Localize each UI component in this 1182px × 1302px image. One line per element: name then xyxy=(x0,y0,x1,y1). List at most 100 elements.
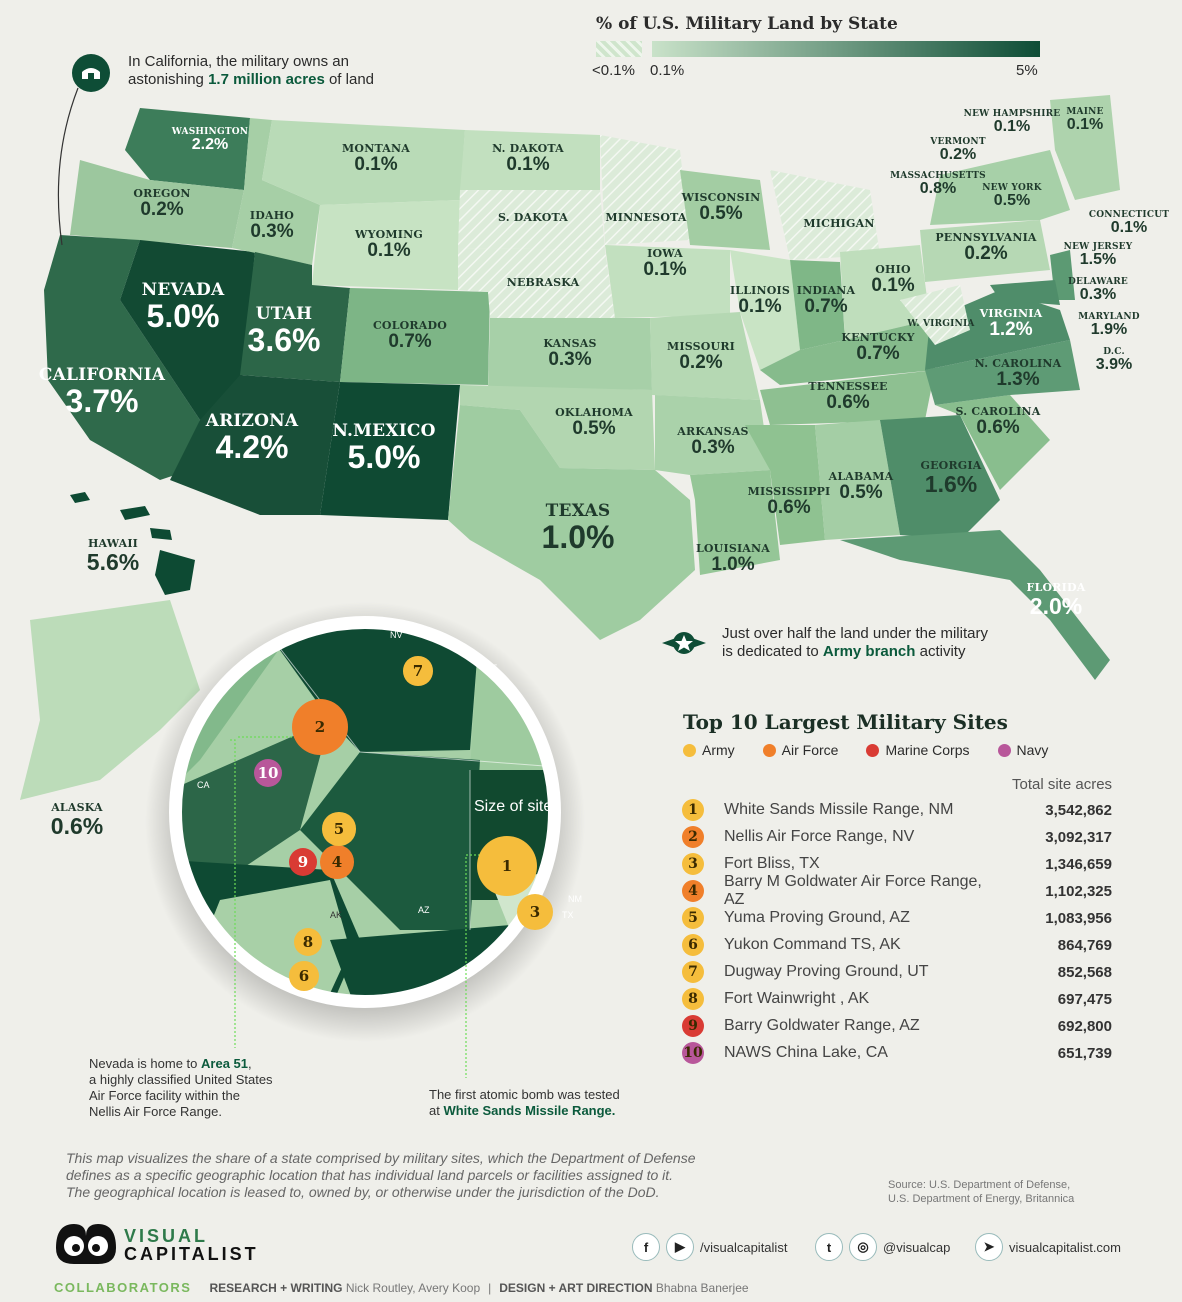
state-nebraska xyxy=(458,248,615,318)
site-marker-6: 6 xyxy=(289,961,319,991)
atomic-note: The first atomic bomb was tested at Whit… xyxy=(429,1087,620,1119)
website-link[interactable]: visualcapitalist.com xyxy=(1009,1239,1121,1255)
state-label-ohio: OHIO 0.1% xyxy=(871,264,914,295)
design-names: Bhabna Banerjee xyxy=(655,1280,749,1295)
state-montana xyxy=(262,120,465,205)
instagram-icon[interactable]: ◎ xyxy=(849,1233,877,1261)
youtube-icon[interactable]: ▶ xyxy=(666,1233,694,1261)
state-label-oregon: OREGON 0.2% xyxy=(133,188,190,219)
branch-label: Marine Corps xyxy=(885,742,970,758)
area51-pre: Nevada is home to xyxy=(89,1056,198,1071)
state-name: ALASKA xyxy=(51,801,103,814)
legend-mid-label: 0.1% xyxy=(650,62,685,79)
top10-row: 7 Dugway Proving Ground, UT 852,568 xyxy=(682,959,1112,985)
rank-badge: 6 xyxy=(682,934,704,956)
disclaimer-line3: The geographical location is leased to, … xyxy=(66,1184,660,1200)
state-name: MARYLAND xyxy=(1078,312,1140,322)
state-label-wyoming: WYOMING 0.1% xyxy=(355,229,423,260)
inset-code-az: AZ xyxy=(418,905,430,915)
state-name: W. VIRGINIA xyxy=(907,319,975,329)
state-label-texas: TEXAS 1.0% xyxy=(542,502,615,554)
state-name: WISCONSIN xyxy=(681,191,761,204)
site-marker-2: 2 xyxy=(291,698,349,756)
state-label-mississippi: MISSISSIPPI 0.6% xyxy=(748,486,831,517)
state-pct: 0.1% xyxy=(1110,219,1148,237)
source-line2: U.S. Department of Energy, Britannica xyxy=(888,1193,1075,1205)
twitter-icon[interactable]: t xyxy=(815,1233,843,1261)
collaborators-label: COLLABORATORS xyxy=(54,1280,192,1295)
state-name: S. CAROLINA xyxy=(955,405,1041,418)
state-pct: 1.9% xyxy=(1090,321,1128,339)
state-name: NEW YORK xyxy=(982,183,1042,193)
top10-title: Top 10 Largest Military Sites xyxy=(683,710,1008,734)
site-acres: 692,800 xyxy=(1057,1017,1112,1035)
visual-capitalist-logo-icon xyxy=(52,1218,120,1268)
state-name: CONNECTICUT xyxy=(1088,210,1170,220)
state-label-alaska: ALASKA 0.6% xyxy=(51,802,103,838)
branch-legend-item: Navy xyxy=(997,742,1048,758)
branch-legend-item: Air Force xyxy=(762,742,838,758)
state-label-minnesota: MINNESOTA xyxy=(605,212,686,224)
army-note-post: activity xyxy=(919,643,966,660)
state-name: FLORIDA xyxy=(1026,581,1086,594)
army-note-pre: is dedicated to xyxy=(722,643,819,660)
research-label: RESEARCH + WRITING xyxy=(209,1280,343,1295)
state-name: ILLINOIS xyxy=(729,284,791,297)
cursor-icon[interactable]: ➤ xyxy=(975,1233,1003,1261)
army-star-icon xyxy=(660,630,708,656)
state-label-connecticut: CONNECTICUT 0.1% xyxy=(1088,210,1170,237)
state-pct: 0.2% xyxy=(939,146,977,164)
state-alaska xyxy=(20,600,200,800)
social-row-3: ➤ visualcapitalist.com xyxy=(975,1233,1121,1261)
state-label-n-mexico: N.MEXICO 5.0% xyxy=(332,421,436,474)
branch-dot-icon xyxy=(866,743,880,757)
rank-badge: 10 xyxy=(682,1042,704,1064)
area51-line2: a highly classified United States xyxy=(89,1072,273,1087)
site-marker-10: 10 xyxy=(254,759,282,787)
site-acres: 651,739 xyxy=(1057,1044,1112,1062)
branch-dot-icon xyxy=(997,743,1011,757)
atomic-line1: The first atomic bomb was tested xyxy=(429,1087,620,1102)
source: Source: U.S. Department of Defense, U.S.… xyxy=(888,1178,1074,1206)
state-nevada xyxy=(120,240,255,420)
state-pct: 0.1% xyxy=(993,118,1031,136)
state-sdakota xyxy=(458,190,605,250)
top10-row: 9 Barry Goldwater Range, AZ 692,800 xyxy=(682,1013,1112,1039)
state-hawaii-1 xyxy=(70,492,90,503)
state-label-n-dakota: N. DAKOTA 0.1% xyxy=(492,143,564,174)
state-pct: 2.0% xyxy=(1029,592,1083,619)
top10-row: 8 Fort Wainwright , AK 697,475 xyxy=(682,986,1112,1012)
social-handle-1[interactable]: /visualcapitalist xyxy=(700,1239,788,1255)
top10-row: 1 White Sands Missile Range, NM 3,542,862 xyxy=(682,797,1112,823)
california-note-line1: In California, the military owns an xyxy=(128,53,349,70)
state-label-w-virginia: W. VIRGINIA xyxy=(907,319,975,329)
state-pct: 0.6% xyxy=(976,416,1020,438)
state-pct: 0.5% xyxy=(839,481,883,503)
site-name: Dugway Proving Ground, UT xyxy=(724,963,929,980)
state-pct: 3.7% xyxy=(65,382,139,419)
state-alabama xyxy=(815,420,900,540)
state-label-michigan: MICHIGAN xyxy=(803,218,874,230)
branch-legend-item: Army xyxy=(683,742,735,758)
state-hawaii-3 xyxy=(150,528,172,540)
state-name: OHIO xyxy=(875,263,911,276)
state-label-nebraska: NEBRASKA xyxy=(507,277,580,289)
state-newengland xyxy=(1050,95,1120,200)
state-label-arizona: ARIZONA 4.2% xyxy=(206,412,299,465)
state-pct: 4.2% xyxy=(215,428,289,465)
state-pct: 0.5% xyxy=(572,417,616,439)
state-name: NEVADA xyxy=(141,280,225,300)
area51-highlight: Area 51 xyxy=(201,1056,249,1071)
state-name: N.MEXICO xyxy=(332,421,436,441)
state-label-iowa: IOWA 0.1% xyxy=(643,248,686,279)
california-note: In California, the military owns an asto… xyxy=(128,53,374,89)
facebook-icon[interactable]: f xyxy=(632,1233,660,1261)
social-handle-2[interactable]: @visualcap xyxy=(883,1239,951,1255)
site-acres: 864,769 xyxy=(1057,936,1112,954)
site-name: Nellis Air Force Range, NV xyxy=(724,828,915,845)
state-colorado xyxy=(340,288,490,385)
state-ohio xyxy=(840,245,930,340)
state-label-maine: MAINE 0.1% xyxy=(1066,107,1103,134)
state-pct: 0.2% xyxy=(964,242,1008,264)
top10-row: 3 Fort Bliss, TX 1,346,659 xyxy=(682,851,1112,877)
